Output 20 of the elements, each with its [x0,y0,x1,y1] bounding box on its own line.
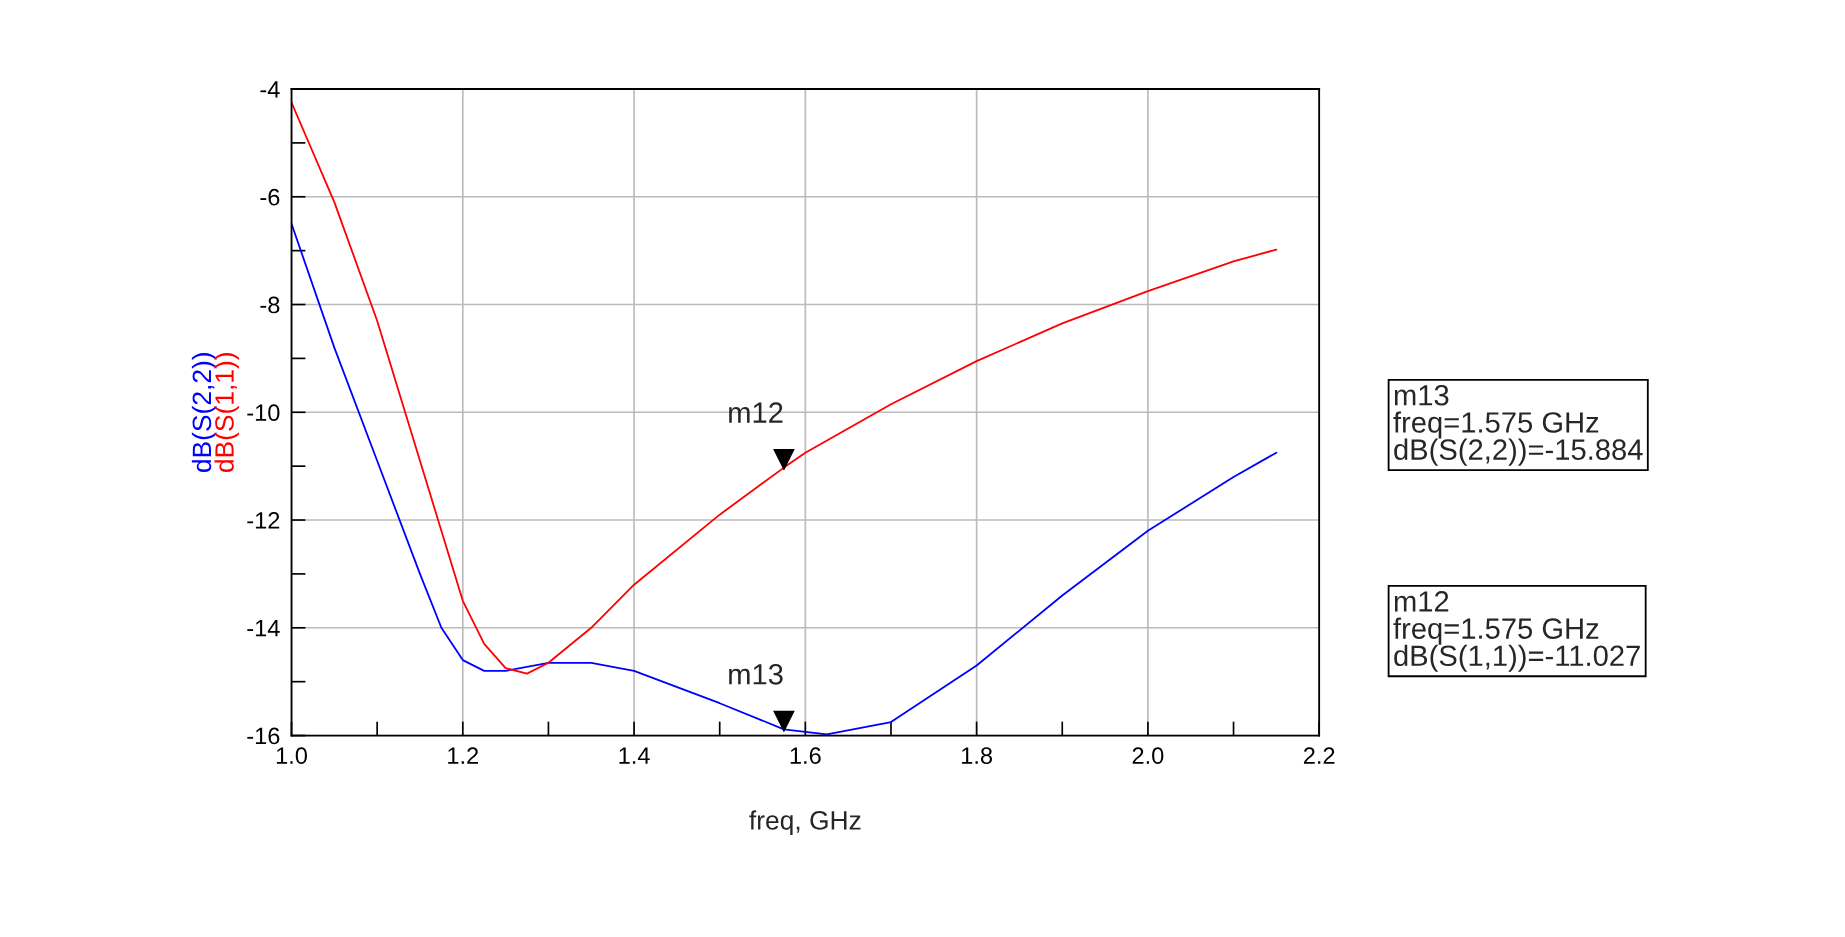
y-tick-label: -4 [260,81,280,98]
text: m13 freq=1.575 GHz dB(S(2,2))=-15.884 [1393,384,1643,466]
y-tick-label: -12 [247,512,280,529]
annotation: m12 [729,402,783,423]
y-tick-label: -16 [247,727,280,745]
x-axis-title: freq, GHz [749,810,861,835]
x-tick-label: 2.0 [1132,747,1164,764]
x-tick-label: 1.4 [619,747,650,764]
x-tick-label: 1.8 [962,747,993,764]
annotation: m13 [729,663,783,685]
line-series [291,222,1278,736]
x-tick-label: 1.6 [790,747,821,764]
x-tick-label: 2.2 [1303,747,1335,764]
y-tick-label: -14 [247,620,280,637]
x-tick-label: 1.2 [448,747,479,764]
x-tick-label: 1.0 [276,747,307,764]
text: m12 freq=1.575 GHz dB(S(1,1))=-11.027 [1393,591,1640,672]
y-tick-label: -10 [247,404,280,422]
y-tick-label: -6 [260,188,280,206]
y-tick-label: -8 [260,296,280,314]
